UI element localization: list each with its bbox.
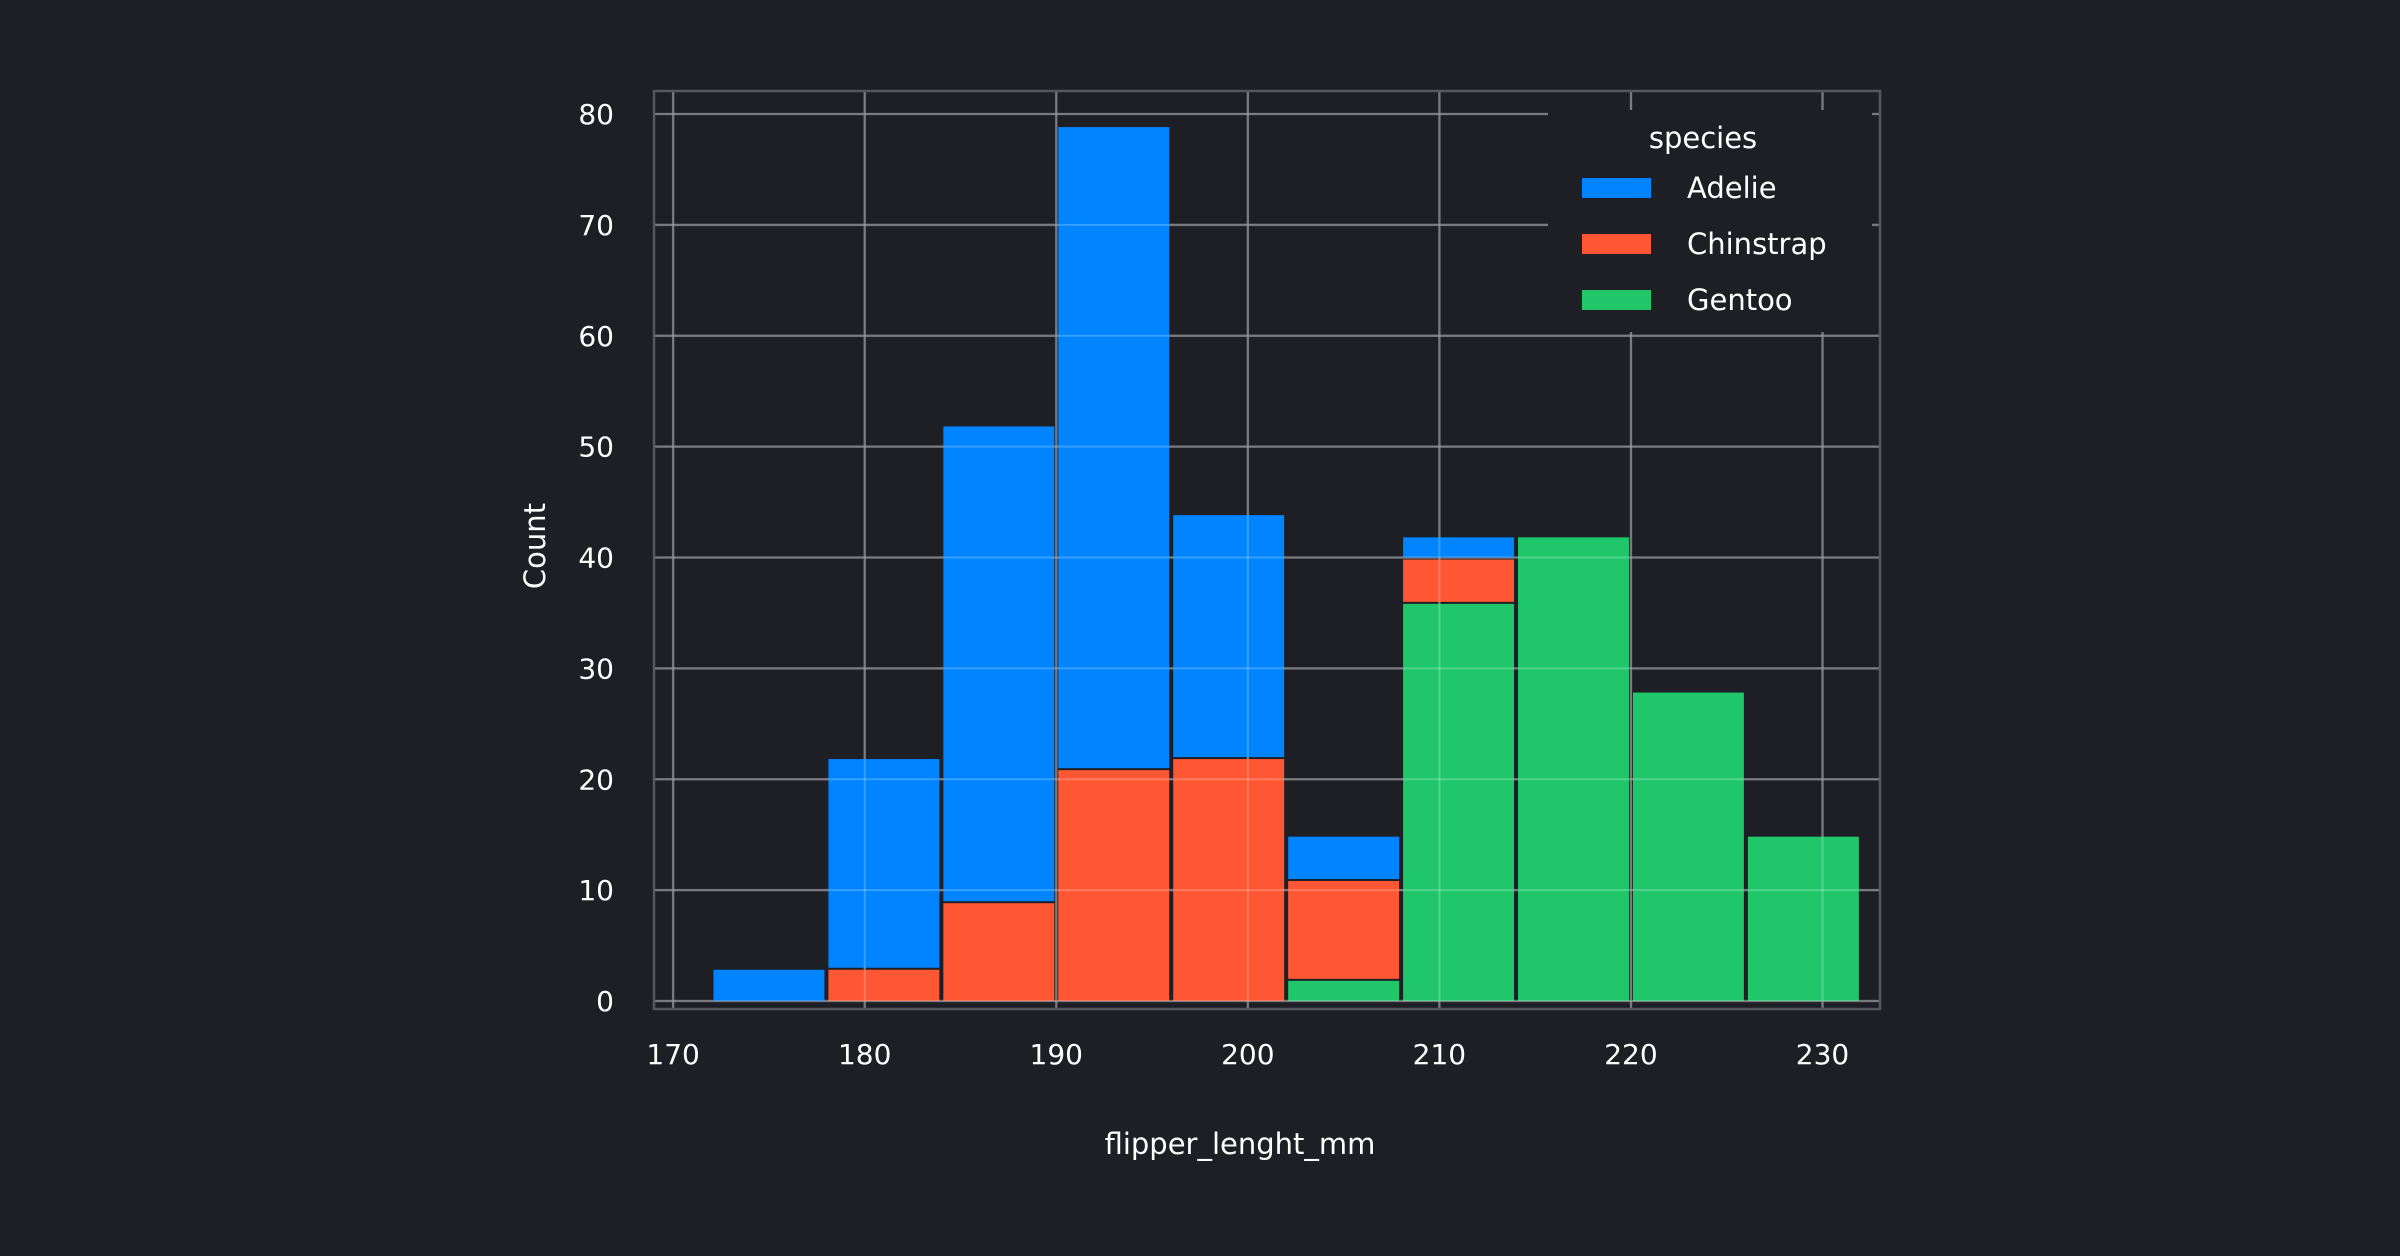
bar-chinstrap-bin-3 (1058, 770, 1170, 1001)
y-tick-label: 40 (578, 542, 614, 575)
x-axis-label: flipper_lenght_mm (1105, 1127, 1376, 1161)
legend-label-adelie: Adelie (1687, 171, 1777, 205)
bar-chinstrap-bin-4 (1173, 759, 1285, 1001)
y-axis-ticks: 0 10 20 30 40 50 60 70 80 (578, 98, 614, 1018)
bar-chinstrap-bin-1 (828, 969, 940, 1001)
x-tick-label: 170 (646, 1038, 699, 1071)
bar-adelie-bin-4 (1173, 515, 1285, 758)
legend: species Adelie Chinstrap Gentoo (1548, 110, 1872, 332)
y-tick-label: 10 (578, 874, 614, 907)
y-tick-label: 60 (578, 320, 614, 353)
legend-swatch-chinstrap (1582, 234, 1651, 254)
x-tick-label: 200 (1221, 1038, 1274, 1071)
x-tick-label: 210 (1413, 1038, 1466, 1071)
x-axis-ticks: 170 180 190 200 210 220 230 (646, 1038, 1849, 1071)
y-tick-label: 20 (578, 763, 614, 796)
legend-label-chinstrap: Chinstrap (1687, 227, 1827, 261)
bar-chinstrap-bin-2 (943, 903, 1055, 1001)
bar-adelie-bin-1 (828, 759, 940, 968)
bar-chinstrap-bin-5 (1288, 881, 1400, 979)
x-tick-label: 230 (1796, 1038, 1849, 1071)
bar-chinstrap-bin-6 (1403, 559, 1515, 602)
y-tick-label: 0 (596, 985, 614, 1018)
bars (713, 127, 1859, 1001)
x-tick-label: 180 (838, 1038, 891, 1071)
legend-swatch-gentoo (1582, 290, 1651, 310)
x-tick-label: 220 (1604, 1038, 1657, 1071)
bar-adelie-bin-2 (943, 426, 1055, 902)
y-tick-label: 30 (578, 652, 614, 685)
bar-adelie-bin-0 (713, 969, 825, 1001)
x-tick-label: 190 (1030, 1038, 1083, 1071)
y-axis-label: Count (518, 503, 552, 589)
legend-title: species (1649, 121, 1757, 155)
bar-adelie-bin-5 (1288, 836, 1400, 880)
legend-swatch-adelie (1582, 178, 1651, 198)
bar-gentoo-bin-6 (1403, 603, 1515, 1001)
legend-label-gentoo: Gentoo (1687, 283, 1793, 317)
y-tick-label: 70 (578, 209, 614, 242)
bar-adelie-bin-3 (1058, 127, 1170, 769)
bar-gentoo-bin-8 (1632, 692, 1744, 1001)
bar-adelie-bin-6 (1403, 537, 1515, 558)
bar-gentoo-bin-5 (1288, 980, 1400, 1001)
bar-gentoo-bin-7 (1518, 537, 1629, 1001)
plot-frame (652, 89, 1882, 1011)
y-tick-label: 80 (578, 98, 614, 131)
bar-gentoo-bin-9 (1747, 836, 1859, 1001)
y-tick-label: 50 (578, 431, 614, 464)
